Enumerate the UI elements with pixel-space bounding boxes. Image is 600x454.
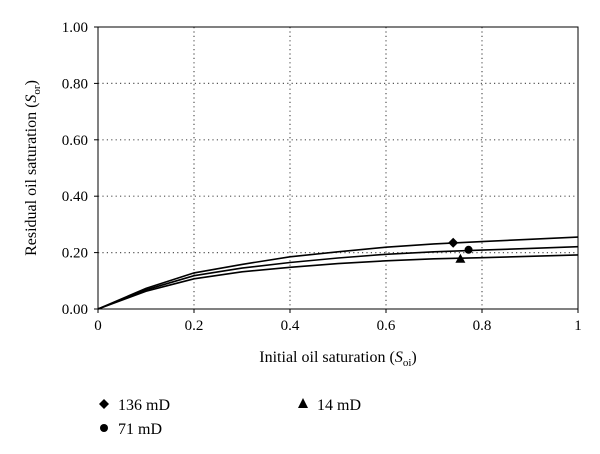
legend-item-71md: 71 mD [100,421,162,438]
y-axis-title: Residual oil saturation (Sor) [23,80,43,256]
x-tick-label: 0 [94,318,102,334]
data-point-triangle [455,253,466,263]
x-tick-label: 0.8 [473,318,492,334]
series-lines [97,236,579,310]
x-axis-title: Initial oil saturation (Soi) [259,349,416,369]
x-tick-label: 0.2 [185,318,204,334]
y-tick-label: 1.00 [62,20,88,36]
circle-marker-icon [100,424,108,432]
grid [98,27,578,309]
x-tick-labels: 0 0.2 0.4 0.6 0.8 1 [94,318,582,334]
legend-label-14md: 14 mD [317,397,361,414]
axes [94,26,579,313]
x-tick-label: 0.6 [377,318,396,334]
legend: 136 mD 71 mD 14 mD [99,397,361,438]
data-point-diamond [448,237,459,248]
y-tick-labels: 0.00 0.20 0.40 0.60 0.80 1.00 [62,20,88,318]
x-tick-label: 1 [574,318,582,334]
legend-item-136md: 136 mD [99,397,170,414]
y-tick-label: 0.40 [62,189,88,205]
y-tick-label: 0.20 [62,246,88,262]
data-point-circle [464,245,473,254]
legend-label-71md: 71 mD [118,421,162,438]
triangle-marker-icon [298,398,308,408]
series-line-2 [97,245,579,310]
series-line-3 [97,254,579,310]
data-points [448,237,473,263]
y-tick-label: 0.80 [62,76,88,92]
y-tick-label: 0.60 [62,133,88,149]
series-line-1 [97,236,579,310]
x-tick-label: 0.4 [281,318,300,334]
legend-item-14md: 14 mD [298,397,361,414]
legend-label-136md: 136 mD [118,397,170,414]
plot-frame [97,26,579,310]
diamond-marker-icon [99,399,109,409]
y-tick-label: 0.00 [62,302,88,318]
